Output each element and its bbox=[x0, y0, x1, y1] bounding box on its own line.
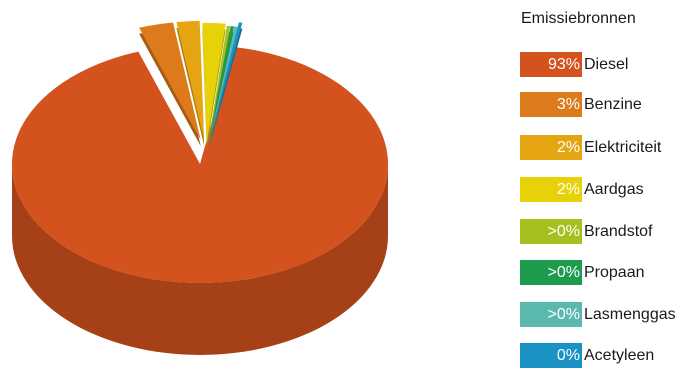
pie-chart bbox=[11, 20, 389, 355]
pie-side-diesel bbox=[12, 164, 388, 355]
legend-item-lasmenggas: >0% Lasmenggas bbox=[520, 302, 676, 327]
legend-label-lasmenggas: Lasmenggas bbox=[584, 306, 676, 323]
pie-slice-benzine bbox=[139, 22, 201, 141]
legend-item-aardgas: 2% Aardgas bbox=[520, 177, 644, 202]
pie-slice-acetyleen bbox=[209, 22, 243, 140]
legend-label-benzine: Benzine bbox=[584, 96, 642, 113]
legend-label-diesel: Diesel bbox=[584, 56, 629, 73]
pie-slice-elektriciteit bbox=[176, 20, 205, 140]
legend-swatch-propaan: >0% bbox=[520, 260, 582, 285]
legend-swatch-diesel: 93% bbox=[520, 52, 582, 77]
legend-swatch-aardgas: 2% bbox=[520, 177, 582, 202]
pie-edge-acetyleen bbox=[209, 28, 243, 146]
pie-edge-benzine bbox=[139, 28, 201, 147]
legend-swatch-brandstof: >0% bbox=[520, 219, 582, 244]
legend-item-diesel: 93% Diesel bbox=[520, 52, 628, 77]
legend-swatch-benzine: 3% bbox=[520, 92, 582, 117]
pie-slice-aardgas bbox=[202, 23, 226, 143]
legend-item-propaan: >0% Propaan bbox=[520, 260, 645, 285]
legend: Emissiebronnen 93% Diesel 3% Benzine 2% … bbox=[520, 0, 698, 370]
legend-swatch-acetyleen: 0% bbox=[520, 343, 582, 368]
legend-swatch-lasmenggas: >0% bbox=[520, 302, 582, 327]
legend-label-aardgas: Aardgas bbox=[584, 181, 644, 198]
legend-label-acetyleen: Acetyleen bbox=[584, 347, 655, 364]
legend-item-brandstof: >0% Brandstof bbox=[520, 219, 652, 244]
pie-slice-diesel bbox=[11, 46, 389, 284]
legend-title: Emissiebronnen bbox=[521, 10, 636, 27]
pie-slice-propaan bbox=[208, 26, 235, 145]
legend-item-elektriciteit: 2% Elektriciteit bbox=[520, 135, 661, 160]
legend-swatch-elektriciteit: 2% bbox=[520, 135, 582, 160]
legend-item-acetyleen: 0% Acetyleen bbox=[520, 343, 654, 368]
legend-label-elektriciteit: Elektriciteit bbox=[584, 139, 662, 156]
legend-label-propaan: Propaan bbox=[584, 264, 645, 281]
legend-label-brandstof: Brandstof bbox=[584, 223, 653, 240]
legend-item-benzine: 3% Benzine bbox=[520, 92, 642, 117]
pie-slice-brandstof bbox=[207, 25, 231, 145]
